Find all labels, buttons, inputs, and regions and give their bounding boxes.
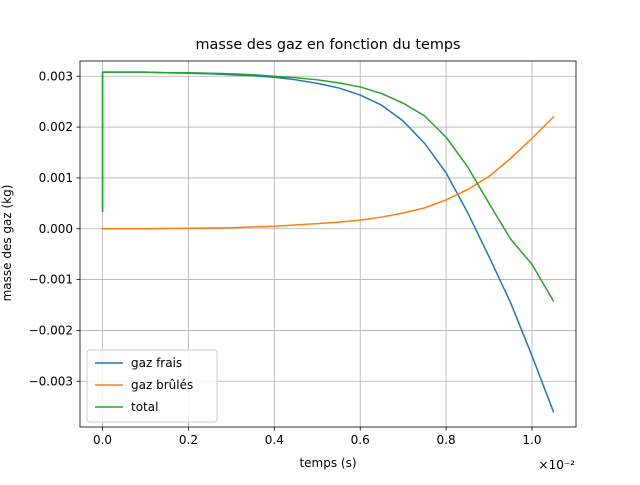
y-tick-label: −0.001 (29, 273, 73, 287)
y-tick-label: −0.003 (29, 374, 73, 388)
series-layer (101, 71, 555, 413)
x-axis-offset-text: ×10⁻² (539, 458, 576, 472)
y-tick-label: −0.002 (29, 323, 73, 337)
legend-label-total: total (131, 400, 158, 414)
x-tick-label: 0.4 (265, 433, 284, 447)
x-axis-label: temps (s) (299, 456, 356, 470)
y-tick-label: 0.002 (39, 120, 73, 134)
y-axis-label: masse des gaz (kg) (0, 185, 14, 302)
legend: gaz frais gaz brûlés total (86, 349, 218, 423)
grid (80, 61, 576, 427)
x-tick-label: 0.0 (93, 433, 112, 447)
legend-box (86, 349, 218, 423)
x-tick-label: 0.6 (351, 433, 370, 447)
y-tick-label: 0.001 (39, 171, 73, 185)
chart-title: masse des gaz en fonction du temps (196, 37, 461, 53)
legend-label-gaz-frais: gaz frais (131, 356, 182, 370)
series-line-total (101, 71, 555, 302)
legend-label-gaz-brules: gaz brûlés (131, 378, 193, 392)
ticks: 0.0 0.2 0.4 0.6 0.8 1.0 −0.003 −0.002 −0.001 0.00… (29, 69, 542, 447)
axes-frame (79, 60, 577, 428)
series-line-gaz-brules (101, 115, 555, 230)
x-tick-label: 0.2 (179, 433, 198, 447)
y-tick-label: 0.003 (39, 69, 73, 83)
x-tick-label: 0.8 (437, 433, 456, 447)
x-tick-label: 1.0 (522, 433, 541, 447)
y-tick-label: 0.000 (39, 222, 73, 236)
